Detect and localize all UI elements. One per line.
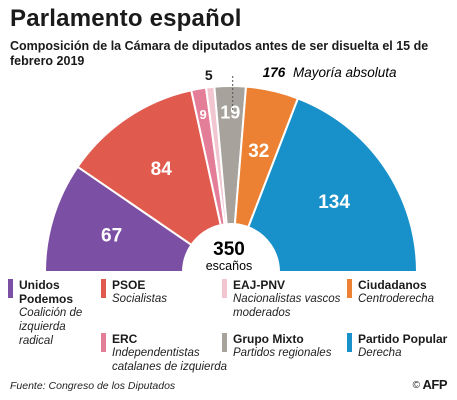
copyright-symbol: © [412, 380, 420, 391]
legend-swatch [347, 333, 352, 352]
legend-item-partido-popular: Partido Popular Derecha [347, 332, 457, 360]
legend-name: Ciudadanos [358, 278, 427, 292]
source-note: Fuente: Congreso de los Diputados [10, 380, 176, 392]
legend-name: PSOE [112, 278, 146, 292]
legend-swatch [222, 333, 227, 352]
chart-title: Parlamento español [10, 5, 242, 32]
legend-name: Unidos Podemos [19, 278, 74, 306]
legend: Unidos Podemos Coalición de izquierda ra… [8, 278, 454, 374]
total-seats-unit: escaños [206, 259, 253, 273]
legend-item-grupo-mixto: Grupo Mixto Partidos regionales [222, 332, 347, 360]
total-seats-value: 350 [213, 239, 245, 260]
legend-item-eaj-pnv: EAJ-PNV Nacionalistas vascos moderados [222, 278, 342, 320]
slice-label-grupo-mixto: 19 [220, 102, 240, 122]
legend-swatch [101, 333, 106, 352]
slice-label-ciudadanos: 32 [248, 141, 269, 162]
legend-name: EAJ-PNV [233, 278, 286, 292]
chart-center-hole [184, 225, 278, 319]
slice-label-unidos-podemos: 67 [101, 226, 122, 247]
majority-value: 176 [263, 65, 286, 80]
legend-item-psoe: PSOE Socialistas [101, 278, 221, 306]
legend-item-erc: ERC Independentistas catalanes de izquie… [101, 332, 227, 374]
afp-credit: © AFP [412, 377, 448, 392]
legend-desc: Nacionalistas vascos moderados [233, 293, 341, 319]
afp-logo: AFP [422, 377, 448, 392]
majority-label: Mayoría absoluta [293, 65, 397, 80]
chart-subtitle: Composición de la Cámara de diputados an… [10, 39, 429, 68]
legend-desc: Partidos regionales [233, 347, 332, 359]
slice-partido-popular [246, 97, 419, 273]
slice-label-partido-popular: 134 [318, 192, 350, 213]
legend-name: Grupo Mixto [233, 332, 304, 346]
slice-unidos-podemos [43, 165, 193, 273]
legend-item-ciudadanos: Ciudadanos Centroderecha [347, 278, 457, 306]
legend-item-unidos-podemos: Unidos Podemos Coalición de izquierda ra… [8, 278, 88, 348]
legend-swatch [222, 279, 227, 298]
slice-label-psoe: 84 [151, 159, 173, 180]
legend-swatch [101, 279, 106, 298]
legend-swatch [8, 279, 13, 298]
slice-label-erc: 9 [199, 107, 206, 122]
legend-swatch [347, 279, 352, 298]
legend-name: ERC [112, 332, 138, 346]
legend-desc: Centroderecha [358, 293, 435, 305]
legend-desc: Independentistas catalanes de izquierda [112, 347, 228, 373]
slice-label-eaj-pnv: 5 [205, 67, 213, 83]
legend-desc: Coalición de izquierda radical [19, 307, 83, 347]
slice-psoe [76, 89, 222, 247]
legend-name: Partido Popular [358, 332, 448, 346]
majority-text: 176 Mayoría absoluta [263, 65, 397, 80]
legend-desc: Socialistas [112, 293, 167, 305]
legend-desc: Derecha [358, 347, 402, 359]
